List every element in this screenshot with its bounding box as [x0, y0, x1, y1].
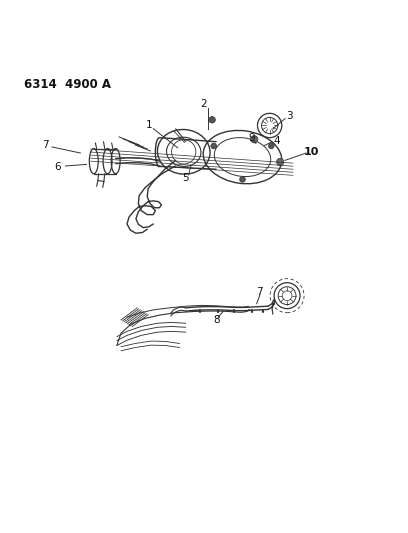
Text: 7: 7 — [42, 140, 49, 150]
Circle shape — [277, 158, 284, 166]
Text: 6314  4900 A: 6314 4900 A — [24, 78, 111, 91]
Text: 8: 8 — [213, 315, 220, 325]
Text: 6: 6 — [54, 162, 61, 172]
Text: 3: 3 — [286, 111, 293, 121]
Text: 5: 5 — [182, 173, 189, 183]
Circle shape — [209, 117, 215, 123]
Text: 9: 9 — [248, 133, 255, 143]
Text: 4: 4 — [274, 136, 280, 146]
Circle shape — [251, 135, 258, 143]
Text: 2: 2 — [201, 100, 207, 109]
Circle shape — [239, 176, 245, 182]
Text: 10: 10 — [304, 147, 319, 157]
Text: 7: 7 — [257, 287, 263, 297]
Circle shape — [268, 143, 274, 149]
Circle shape — [211, 143, 217, 149]
Text: 1: 1 — [146, 120, 153, 131]
